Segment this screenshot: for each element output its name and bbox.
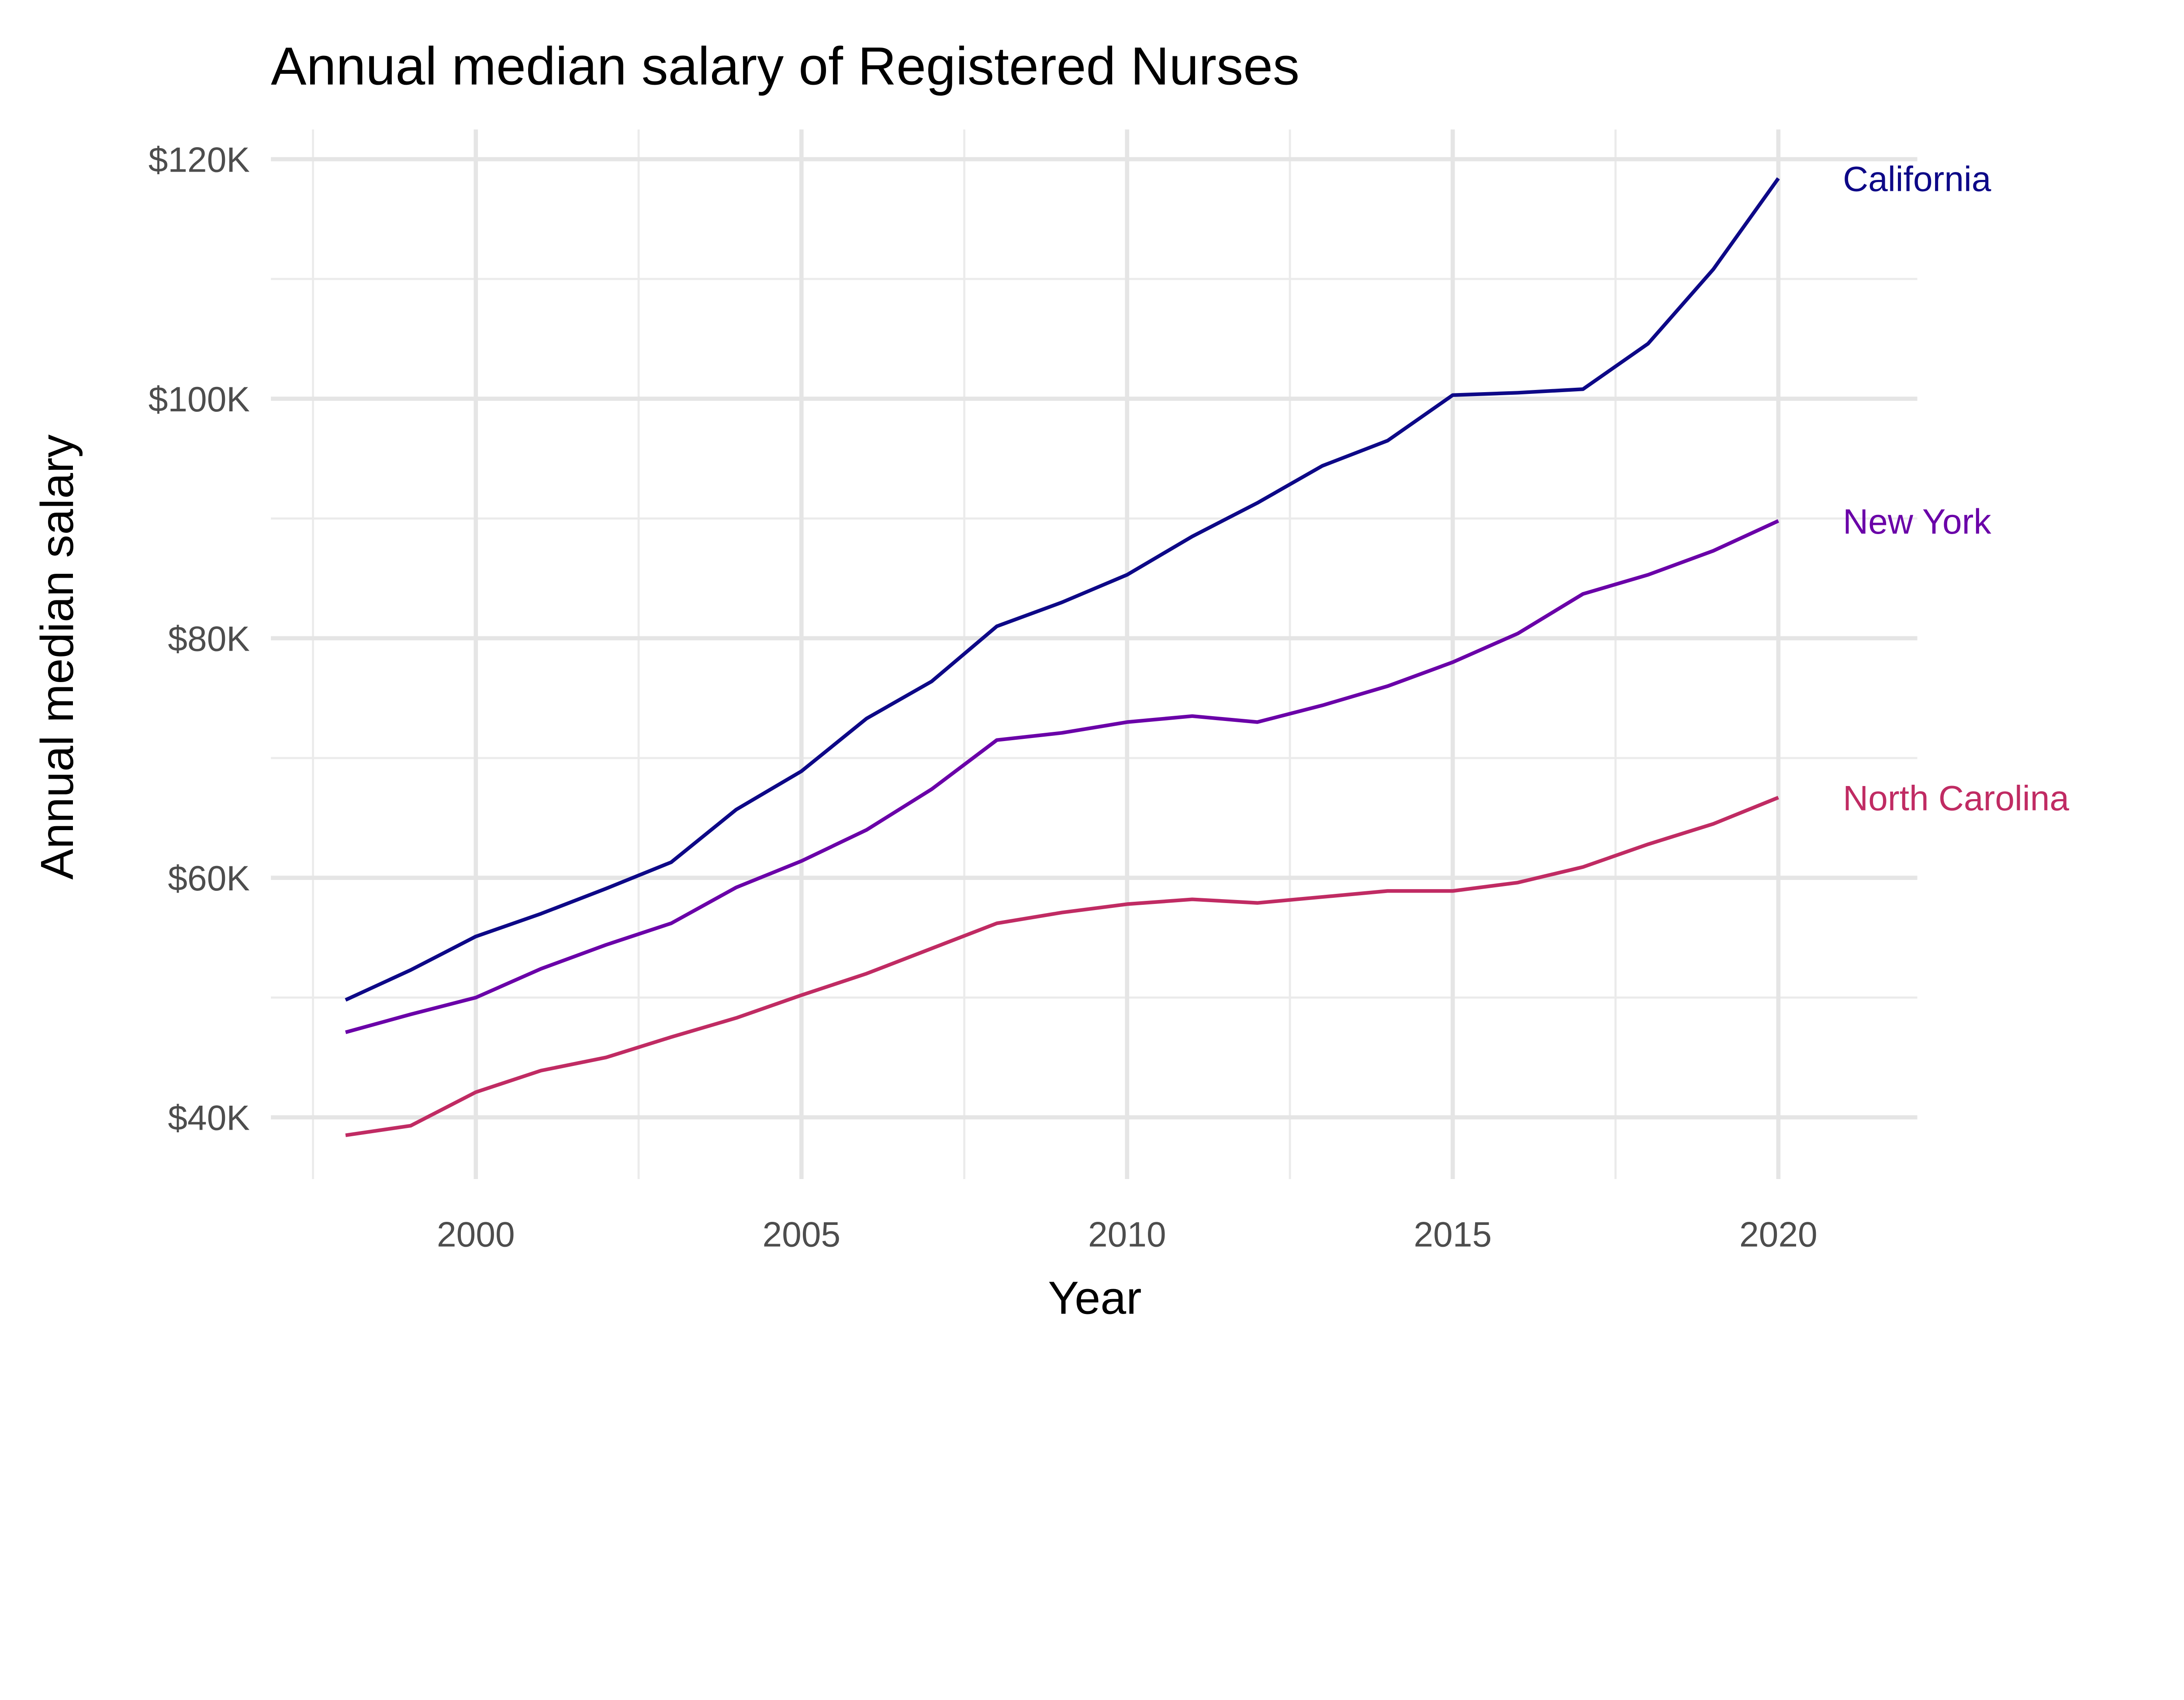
y-tick-label: $100K <box>149 380 250 419</box>
x-tick-label: 2020 <box>1739 1215 1818 1254</box>
x-tick-label: 2010 <box>1088 1215 1166 1254</box>
y-axis-ticks: $40K $60K $80K $100K $120K <box>149 140 250 1138</box>
x-tick-label: 2005 <box>762 1215 840 1254</box>
series-line-new-york <box>345 519 1780 1034</box>
series-label: North Carolina <box>1843 779 2069 818</box>
series-labels: California New York North Carolina <box>1843 159 2069 818</box>
chart-title: Annual median salary of Registered Nurse… <box>271 36 1299 96</box>
y-tick-label: $120K <box>149 140 250 179</box>
y-tick-label: $40K <box>168 1099 250 1138</box>
y-tick-label: $80K <box>168 620 250 659</box>
grid <box>271 129 1918 1179</box>
y-axis-label: Annual median salary <box>31 434 83 880</box>
series-line-california <box>345 177 1780 1002</box>
y-tick-label: $60K <box>168 859 250 898</box>
x-tick-label: 2000 <box>437 1215 515 1254</box>
x-axis-ticks: 2000 2005 2010 2015 2020 <box>437 1215 1818 1254</box>
series-label: New York <box>1843 502 1991 541</box>
series-line-north-carolina <box>345 796 1779 1137</box>
series-label: California <box>1843 159 1991 199</box>
x-axis-label: Year <box>1048 1272 1141 1324</box>
x-tick-label: 2015 <box>1413 1215 1492 1254</box>
series-lines <box>345 177 1780 1137</box>
